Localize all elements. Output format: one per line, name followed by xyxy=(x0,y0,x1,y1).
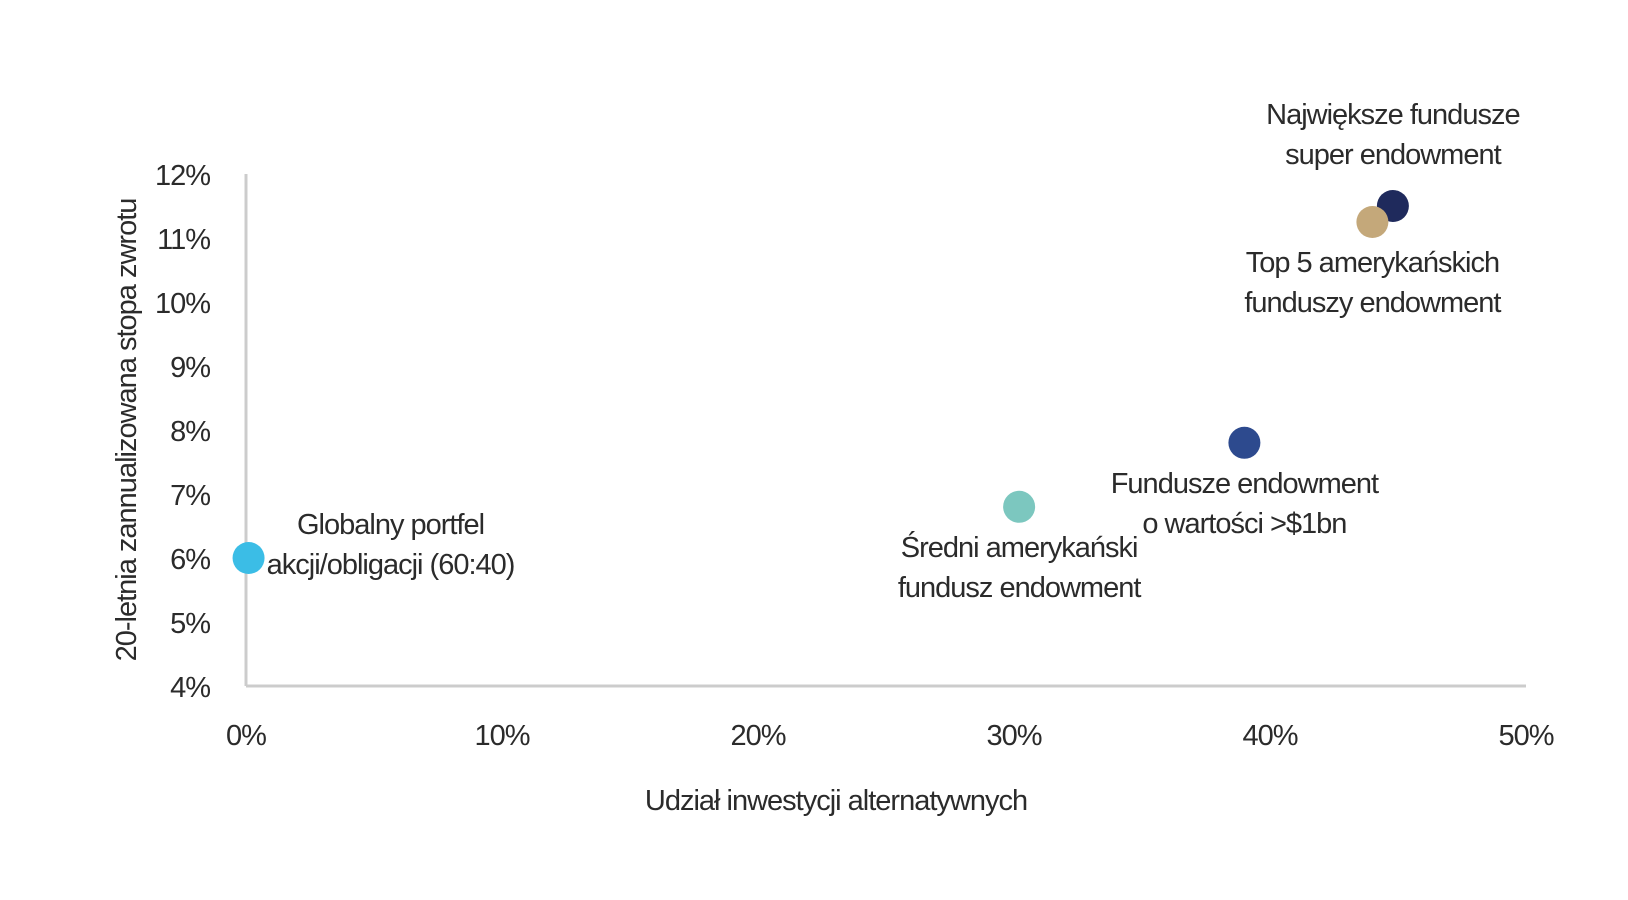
y-tick-label: 5% xyxy=(170,608,210,640)
point-label: Fundusze endowment o wartości >$1bn xyxy=(1111,468,1379,540)
y-tick-label: 8% xyxy=(170,416,210,448)
y-tick-label: 12% xyxy=(155,160,210,192)
point-label: Top 5 amerykańskich funduszy endowment xyxy=(1244,247,1501,319)
y-tick-labels: 4% 5% 6% 7% 8% 9% 10% 11% 12% xyxy=(155,160,211,704)
y-tick-label: 7% xyxy=(170,480,210,512)
x-tick-label: 10% xyxy=(474,720,529,752)
data-point xyxy=(1228,426,1261,459)
y-tick-label: 10% xyxy=(155,288,210,320)
data-points xyxy=(232,190,1409,574)
y-tick-label: 9% xyxy=(170,352,210,384)
x-axis-title: Udział inwestycji alternatywnych xyxy=(645,785,1027,817)
x-tick-label: 20% xyxy=(730,720,785,752)
point-labels: Globalny portfel akcji/obligacji (60:40) Ś… xyxy=(267,99,1521,604)
x-tick-labels: 0% 10% 20% 30% 40% 50% xyxy=(226,720,1555,752)
y-tick-label: 6% xyxy=(170,544,210,576)
y-tick-label: 4% xyxy=(170,672,210,704)
point-label: Największe fundusze super endowment xyxy=(1266,99,1519,171)
axes xyxy=(244,174,1526,688)
point-label-line: super endowment xyxy=(1285,139,1501,171)
point-label-line: Globalny portfel xyxy=(297,509,484,541)
point-label-line: funduszy endowment xyxy=(1244,287,1501,319)
point-label-line: fundusz endowment xyxy=(898,572,1141,604)
point-label-line: Top 5 amerykańskich xyxy=(1246,247,1499,279)
data-point xyxy=(1356,206,1389,238)
y-axis-title: 20-letnia zannualizowana stopa zwrotu xyxy=(111,199,143,662)
data-point xyxy=(1003,490,1036,523)
point-label: Globalny portfel akcji/obligacji (60:40) xyxy=(267,509,515,581)
point-label: Średni amerykański fundusz endowment xyxy=(898,530,1141,604)
point-label-line: Fundusze endowment xyxy=(1111,468,1379,500)
point-label-line: akcji/obligacji (60:40) xyxy=(267,549,515,581)
point-label-line: Największe fundusze xyxy=(1266,99,1519,131)
x-tick-label: 40% xyxy=(1242,720,1297,752)
point-label-line: o wartości >$1bn xyxy=(1142,508,1346,540)
point-label-line: Średni amerykański xyxy=(901,530,1138,564)
y-tick-label: 11% xyxy=(157,224,210,256)
data-point xyxy=(232,542,265,574)
x-tick-label: 0% xyxy=(226,720,266,752)
x-tick-label: 50% xyxy=(1498,720,1553,752)
x-tick-label: 30% xyxy=(986,720,1041,752)
